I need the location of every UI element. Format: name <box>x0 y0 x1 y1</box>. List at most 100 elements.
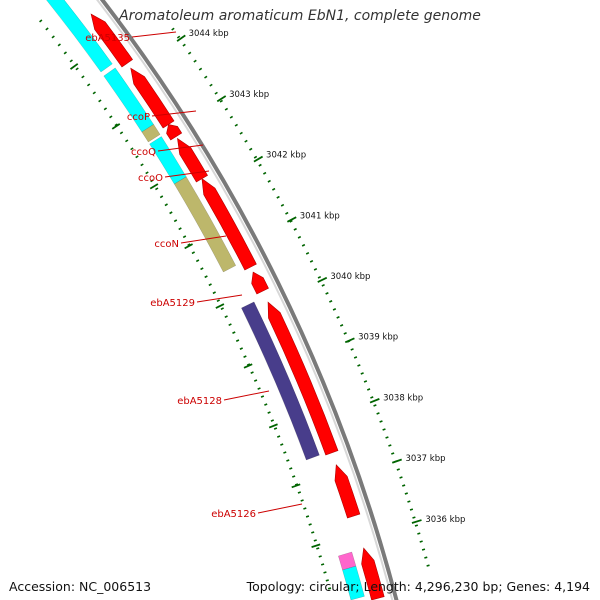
minor-tick <box>276 435 281 438</box>
cds-arrow <box>90 13 133 68</box>
minor-tick <box>379 420 383 423</box>
cds-track <box>90 13 385 600</box>
minor-tick <box>63 51 67 55</box>
minor-tick <box>289 467 293 470</box>
minor-tick <box>276 195 280 199</box>
major-tick <box>286 216 297 223</box>
minor-tick <box>208 283 212 287</box>
minor-tick <box>243 355 247 358</box>
major-tick <box>184 243 193 250</box>
gene-labels: ebA5135 ccoP ccoQ ccoO ccoN ebA5129 ebA5128 ebA… <box>85 31 303 520</box>
minor-tick <box>135 155 139 159</box>
minor-tick <box>182 43 186 47</box>
minor-tick <box>297 491 302 494</box>
minor-tick <box>409 508 414 511</box>
minor-tick <box>220 307 224 311</box>
inner-tick-ring <box>39 19 332 590</box>
scale-label: 3038 kbp <box>383 393 423 403</box>
cog-block <box>103 67 154 133</box>
minor-tick <box>260 395 265 398</box>
minor-tick <box>273 427 278 430</box>
minor-tick <box>182 235 187 239</box>
minor-tick <box>119 131 124 135</box>
minor-tick <box>235 339 240 342</box>
scale-label: 3040 kbp <box>330 272 370 282</box>
minor-tick <box>209 83 213 87</box>
minor-tick <box>336 316 340 319</box>
minor-tick <box>169 211 173 215</box>
minor-tick <box>327 587 332 590</box>
minor-tick <box>404 492 408 495</box>
minor-tick <box>360 372 364 375</box>
minor-tick <box>224 315 228 319</box>
major-tick <box>216 95 227 103</box>
minor-tick <box>301 243 306 247</box>
label-leader-line <box>151 110 197 117</box>
minor-tick <box>187 51 192 55</box>
minor-tick <box>103 107 108 111</box>
minor-tick <box>350 348 354 351</box>
minor-tick <box>426 564 430 567</box>
cds-arrow <box>361 547 385 600</box>
minor-tick <box>109 115 113 119</box>
minor-tick <box>212 291 216 295</box>
minor-tick <box>253 155 258 159</box>
minor-tick <box>270 419 275 422</box>
minor-tick <box>125 139 129 143</box>
minor-tick <box>339 324 344 327</box>
gene-label: ebA5129 <box>150 298 195 309</box>
minor-tick <box>303 507 307 510</box>
major-tick <box>369 398 380 404</box>
scale-label: 3039 kbp <box>358 333 398 343</box>
minor-tick <box>193 59 197 63</box>
cog-block <box>241 301 320 461</box>
minor-tick <box>332 308 337 311</box>
minor-tick <box>204 275 208 279</box>
minor-tick <box>376 412 380 415</box>
minor-tick <box>228 323 232 327</box>
minor-tick <box>239 347 244 350</box>
minor-tick <box>414 524 419 527</box>
minor-tick <box>51 35 55 39</box>
major-tick <box>243 363 253 369</box>
outer-tick-ring <box>171 27 430 567</box>
minor-tick <box>198 67 203 71</box>
minor-tick <box>229 115 234 119</box>
major-tick <box>215 303 225 309</box>
scale-label: 3041 kbp <box>300 211 340 221</box>
cog-block <box>141 124 161 143</box>
major-tick <box>317 276 328 283</box>
minor-tick <box>320 563 325 566</box>
scale-label: 3044 kbp <box>189 29 229 39</box>
minor-tick <box>407 500 411 503</box>
gene-label: ebA5128 <box>177 396 222 407</box>
minor-tick <box>69 59 73 63</box>
minor-tick <box>140 163 144 167</box>
label-leader-line <box>196 294 243 303</box>
minor-tick <box>373 404 377 407</box>
cds-arrow <box>251 271 269 295</box>
minor-tick <box>294 483 299 486</box>
minor-tick <box>363 380 368 383</box>
minor-tick <box>309 259 314 263</box>
scale-labels: 3044 kbp 3043 kbp 3042 kbp 3041 kbp 3040 kbp… <box>189 29 466 525</box>
minor-tick <box>214 91 218 95</box>
minor-tick <box>305 515 310 518</box>
cog-block <box>338 551 357 571</box>
minor-tick <box>305 251 310 255</box>
minor-tick <box>244 139 248 143</box>
minor-tick <box>224 107 229 111</box>
minor-tick <box>171 27 175 31</box>
minor-tick <box>280 203 285 207</box>
minor-tick <box>195 259 200 263</box>
cds-arrow <box>166 124 183 141</box>
major-tick <box>176 34 186 42</box>
gene-label: ebA5135 <box>85 33 130 44</box>
accession-text: Accession: NC_006513 <box>9 579 152 594</box>
minor-tick <box>343 332 347 335</box>
minor-tick <box>264 403 268 406</box>
minor-tick <box>262 171 267 175</box>
cog-block <box>342 565 365 600</box>
minor-tick <box>313 267 318 271</box>
minor-tick <box>234 123 238 127</box>
